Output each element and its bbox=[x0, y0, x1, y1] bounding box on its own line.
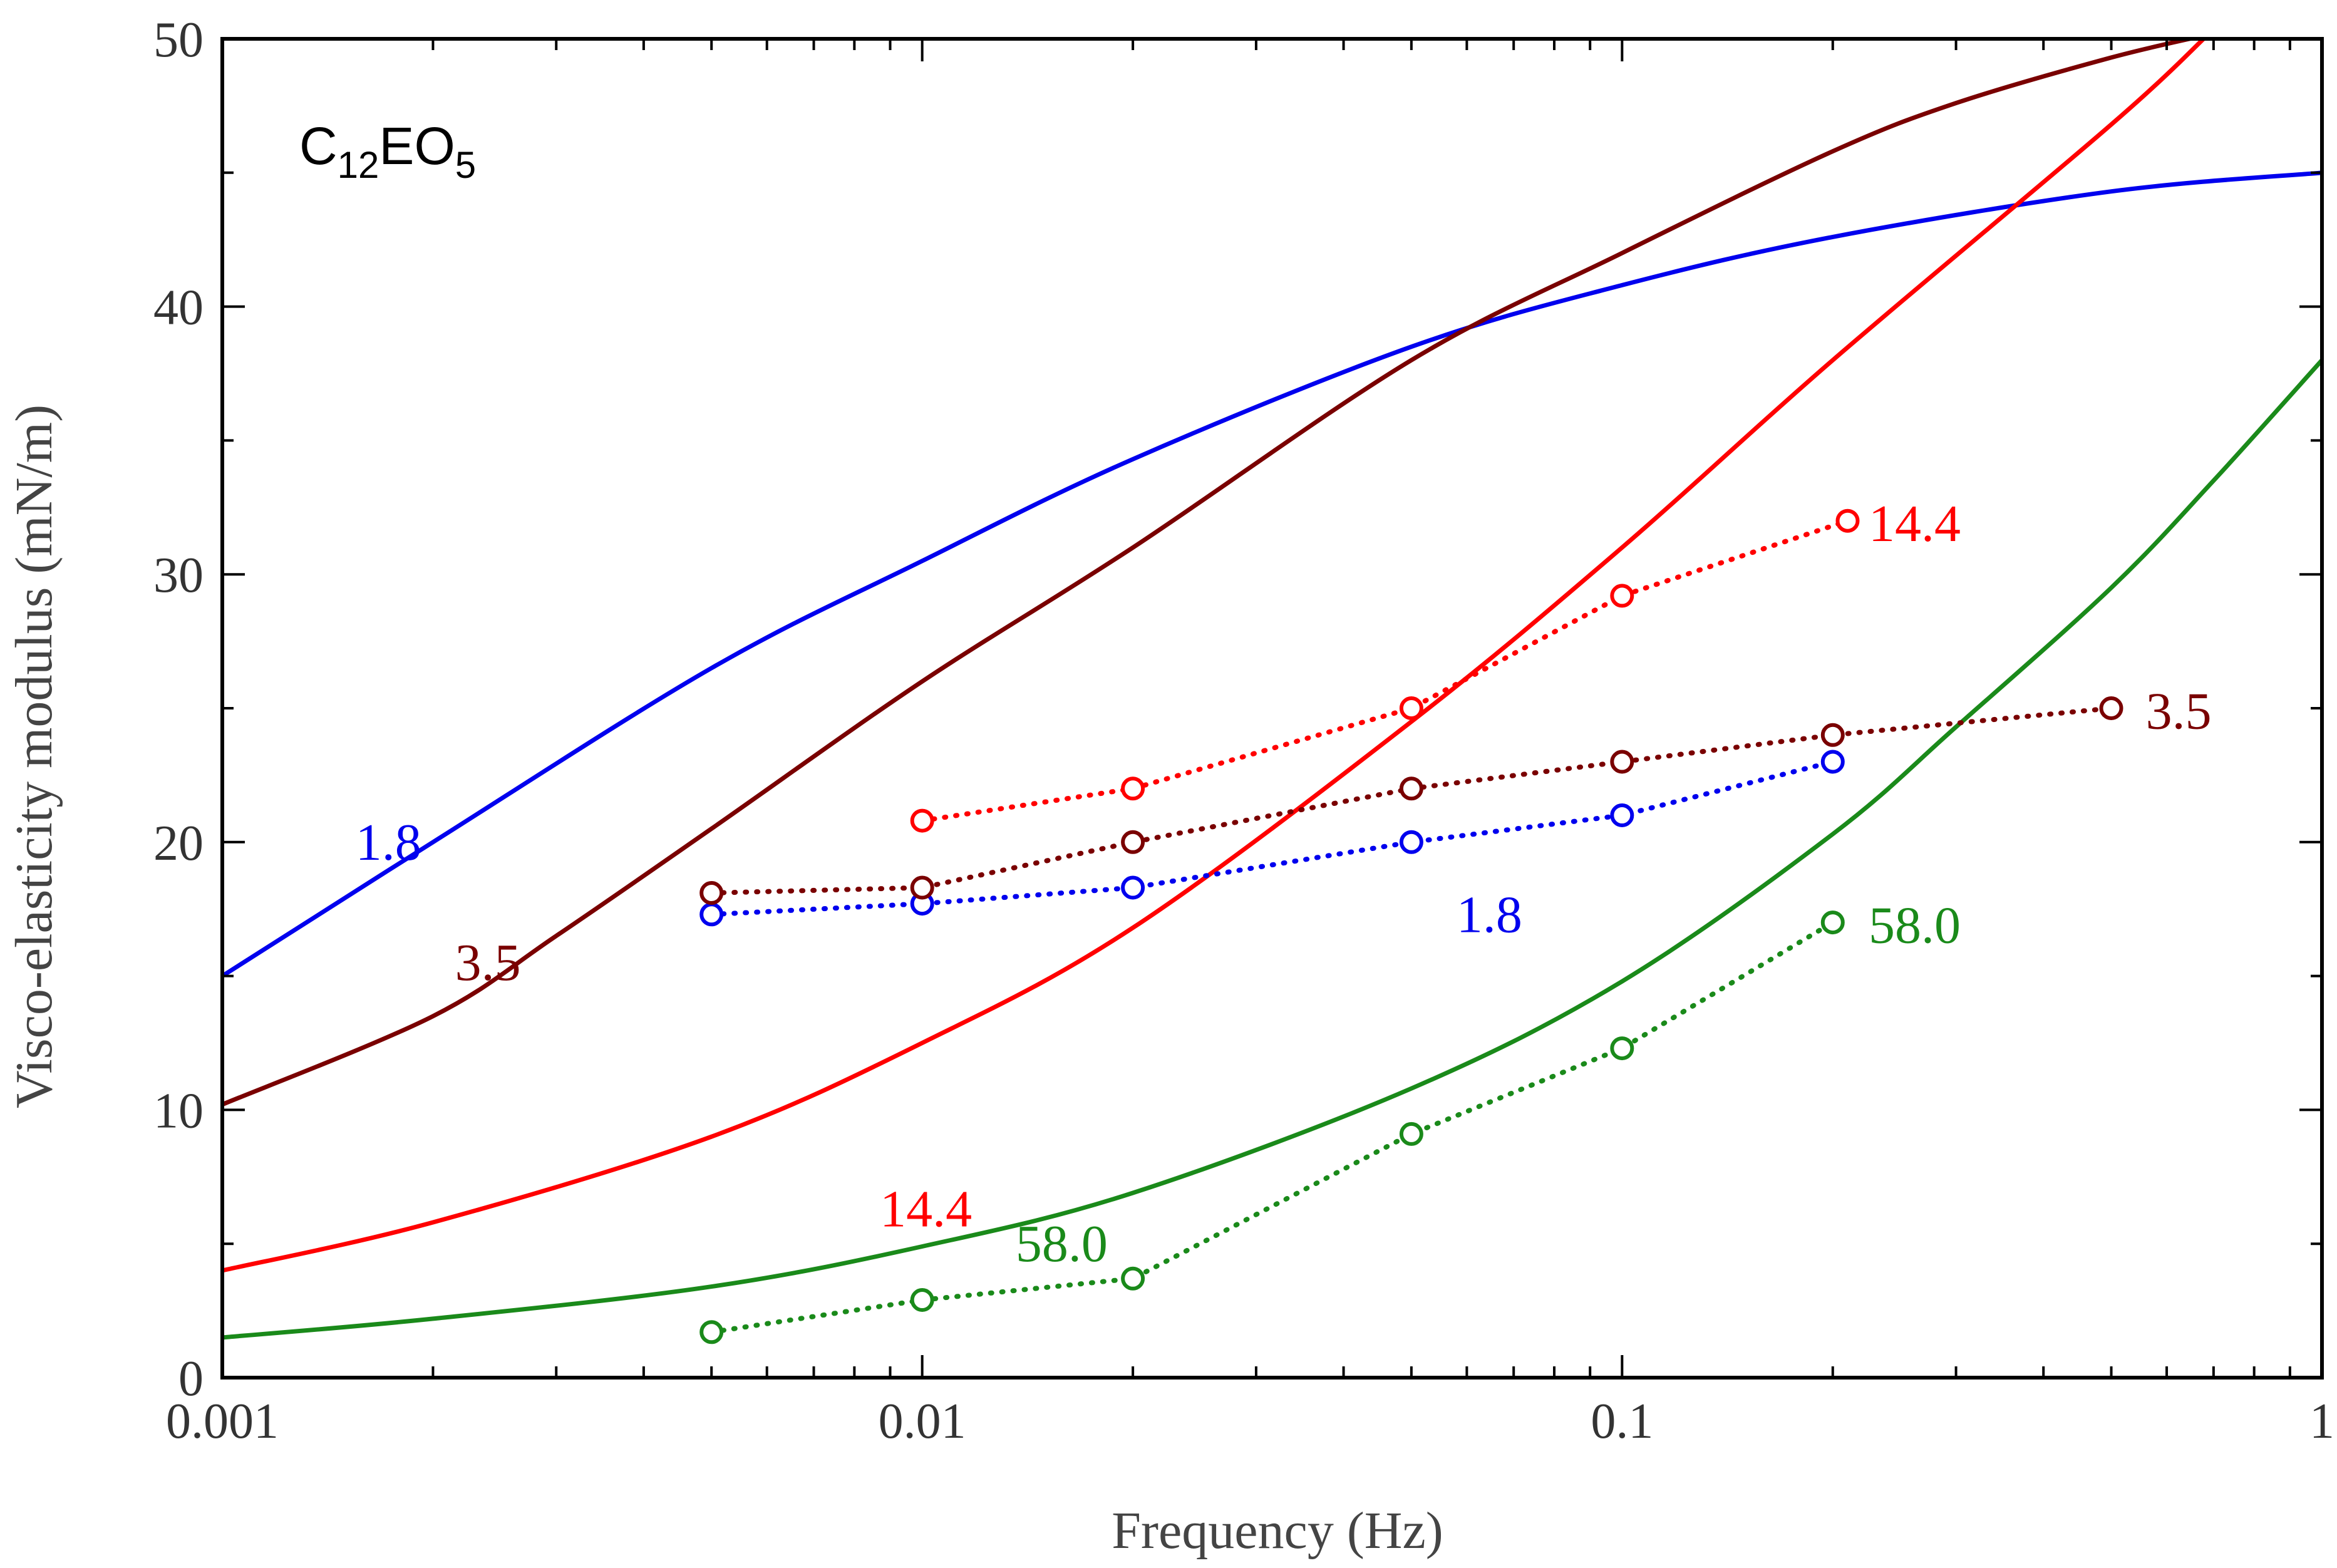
data-point bbox=[1399, 776, 1423, 801]
data-point bbox=[1121, 830, 1145, 854]
series-label: 1.8 bbox=[1457, 885, 1522, 944]
data-point bbox=[1399, 830, 1423, 854]
series-label: 58.0 bbox=[1869, 896, 1961, 954]
data-point bbox=[1610, 1036, 1634, 1061]
x-tick-label: 0.01 bbox=[879, 1394, 966, 1449]
data-point bbox=[1610, 803, 1634, 827]
data-point bbox=[1820, 910, 1845, 935]
model-curve-3-5 bbox=[222, 39, 2200, 1107]
data-point bbox=[1121, 875, 1145, 900]
data-point bbox=[1121, 776, 1145, 801]
data-point bbox=[1820, 723, 1845, 747]
model-curve-14-4 bbox=[222, 39, 2207, 1273]
panel-label: C12EO5 bbox=[299, 116, 476, 186]
data-point bbox=[1610, 584, 1634, 608]
x-tick-label: 1 bbox=[2309, 1394, 2334, 1449]
data-point bbox=[699, 902, 724, 927]
data-point bbox=[2099, 696, 2123, 720]
data-point bbox=[699, 1320, 724, 1344]
series-annotations: 1.8 3.5 14.4 58.0 14.4 3.5 1.8 58.0 bbox=[356, 495, 2212, 1273]
y-tick-label: 50 bbox=[153, 13, 204, 68]
data-point bbox=[1610, 750, 1634, 774]
data-line-14-4 bbox=[919, 518, 1850, 823]
model-curve-1-8 bbox=[222, 170, 2322, 979]
y-axis-title: Visco-elasticity modulus (mN/m) bbox=[5, 405, 63, 1108]
data-line-3-5 bbox=[709, 706, 2114, 895]
data-point bbox=[1399, 1122, 1423, 1146]
plot-frame bbox=[220, 37, 2324, 1380]
y-tick-label: 10 bbox=[153, 1083, 204, 1138]
x-axis-title: Frequency (Hz) bbox=[1112, 1502, 1443, 1560]
model-curves bbox=[222, 39, 2322, 1340]
data-point bbox=[1399, 696, 1423, 720]
data-point bbox=[699, 881, 724, 905]
series-label: 58.0 bbox=[1016, 1215, 1108, 1273]
y-tick-label: 0 bbox=[178, 1351, 204, 1406]
x-tick-label: 0.001 bbox=[166, 1394, 279, 1449]
data-point bbox=[1121, 1266, 1145, 1291]
series-label: 3.5 bbox=[455, 934, 521, 992]
series-label: 1.8 bbox=[356, 813, 421, 872]
data-point bbox=[1835, 508, 1860, 533]
series-label: 14.4 bbox=[1869, 495, 1961, 553]
model-curve-58-0 bbox=[222, 358, 2322, 1340]
series-label: 3.5 bbox=[2146, 682, 2212, 740]
data-line-1-8 bbox=[709, 759, 1835, 917]
y-tick-label: 40 bbox=[153, 281, 204, 336]
data-point bbox=[1820, 750, 1845, 774]
x-tick-label: 0.1 bbox=[1591, 1394, 1653, 1449]
y-tick-label: 20 bbox=[153, 816, 204, 871]
data-point bbox=[910, 875, 934, 900]
data-point bbox=[910, 808, 934, 833]
data-point bbox=[910, 1288, 934, 1312]
experimental-series bbox=[699, 508, 2123, 1344]
y-tick-label: 30 bbox=[153, 548, 204, 603]
series-label: 14.4 bbox=[880, 1180, 972, 1239]
data-line-58-0 bbox=[709, 920, 1835, 1335]
